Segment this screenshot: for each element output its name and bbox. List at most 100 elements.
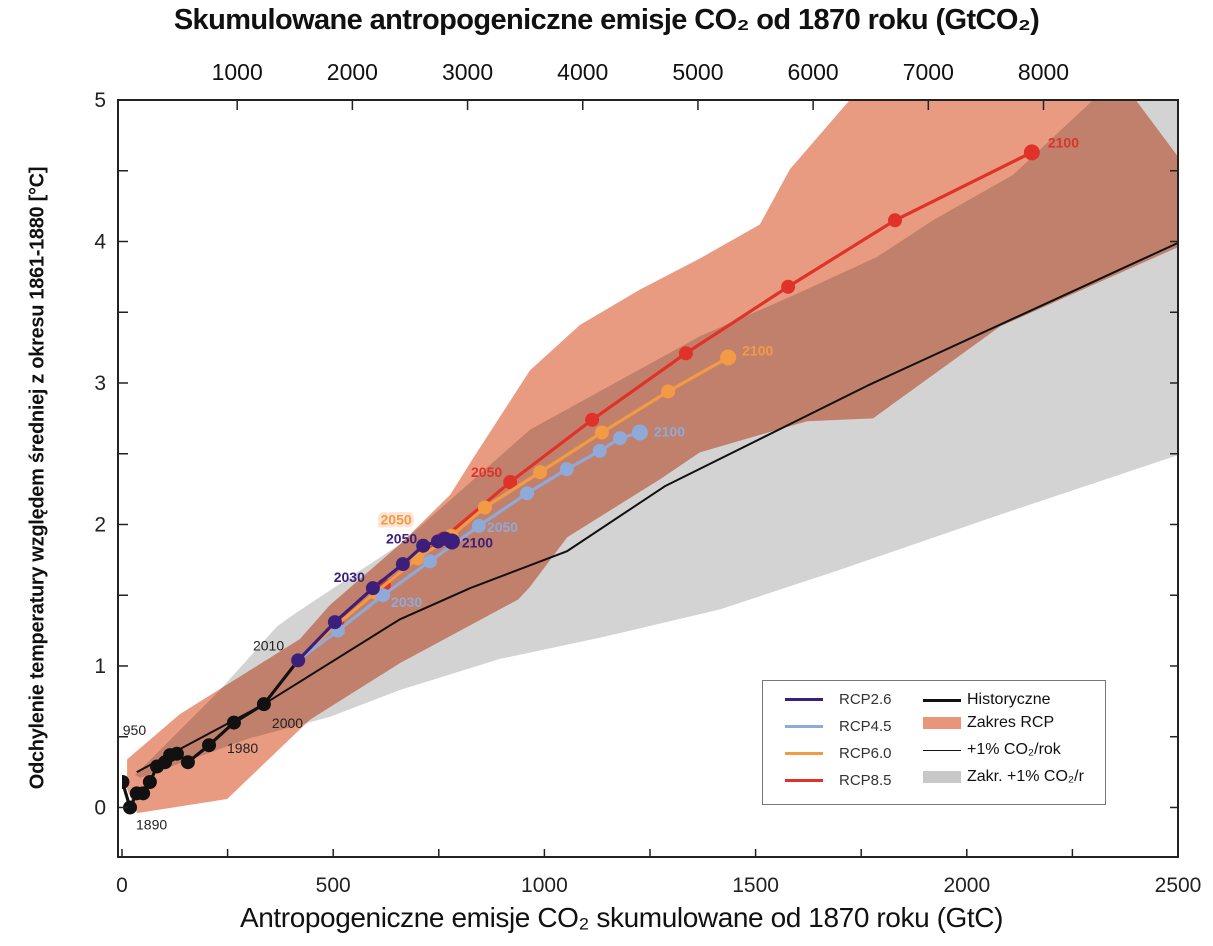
data-point-rcp8-5: [781, 279, 796, 294]
x-tick-label: 2000: [943, 874, 990, 897]
legend-label: Zakr. +1% CO₂/r: [967, 768, 1084, 785]
data-point-historyczne: [122, 775, 130, 790]
year-label: 1890: [136, 816, 167, 832]
data-point-rcp8-5: [887, 213, 902, 228]
top-tick-label: 5000: [672, 59, 723, 85]
legend-item-rcp26: RCP2.6: [785, 691, 892, 708]
year-label: 2100: [654, 424, 685, 440]
year-label: 1950: [115, 722, 146, 738]
data-point-historyczne: [169, 746, 184, 761]
year-label: 2030: [391, 594, 422, 610]
data-point-rcp4-5: [592, 443, 607, 458]
top-tick-label: 6000: [788, 59, 839, 85]
legend-item-1pct: +1% CO₂/rok: [923, 741, 1061, 759]
year-label: 1980: [227, 740, 258, 756]
legend-item-rcp60: RCP6.0: [785, 745, 892, 762]
legend-swatch: [785, 725, 823, 728]
data-point-rcp8-5: [1023, 144, 1040, 161]
data-point-rcp2-6: [416, 538, 431, 553]
top-tick-label: 4000: [557, 59, 608, 85]
data-point-rcp4-5: [631, 424, 648, 441]
data-point-rcp4-5: [520, 486, 535, 501]
data-point-historyczne: [142, 775, 157, 790]
data-point-historyczne: [123, 800, 138, 815]
top-tick-label: 8000: [1018, 59, 1069, 85]
year-label: 2000: [272, 715, 303, 731]
y-tick-label: 3: [94, 372, 106, 395]
legend-swatch: [923, 771, 961, 783]
y-tick-label: 0: [94, 796, 106, 819]
y-tick-label: 2: [94, 513, 106, 536]
series-line--1-co-rok: [136, 242, 1178, 773]
year-label: 2050: [471, 464, 502, 480]
x-tick-label: 500: [316, 874, 351, 897]
legend-label: RCP4.5: [839, 718, 892, 735]
data-point-rcp6-0: [720, 349, 737, 366]
year-label: 2050: [487, 519, 518, 535]
year-label: 2010: [253, 637, 284, 653]
data-point-rcp4-5: [613, 431, 628, 446]
legend-swatch: [923, 698, 961, 702]
year-label: 2050: [386, 531, 417, 547]
y-axis-title: Odchylenie temperatury względem średniej…: [26, 166, 49, 790]
data-point-rcp2-6: [327, 615, 342, 630]
top-axis-title: Skumulowane antropogeniczne emisje CO₂ o…: [173, 4, 1040, 36]
legend-label: RCP8.5: [839, 772, 892, 789]
legend-item-rcp-range: Zakres RCP: [923, 714, 1054, 732]
series-line-rcp4-5: [297, 430, 641, 662]
top-tick-label: 3000: [442, 59, 493, 85]
data-point-rcp2-6: [365, 581, 380, 596]
x-axis-title: Antropogeniczne emisje CO₂ skumulowane o…: [239, 902, 1004, 933]
year-label: 2100: [462, 534, 493, 550]
legend-item-1pct-range: Zakr. +1% CO₂/r: [923, 768, 1084, 786]
data-point-rcp6-0: [477, 500, 492, 515]
year-label: 2050: [381, 511, 412, 527]
legend-swatch: [923, 717, 961, 729]
year-label: 2100: [1048, 134, 1079, 150]
legend: RCP2.6 RCP4.5 RCP6.0 RCP8.5 Historyczne …: [762, 680, 1106, 805]
legend-label: Zakres RCP: [967, 714, 1055, 731]
axes-group: 0 1 2 3 4 5 0 500 1000 1500 2000 2500 1000 2000 3000 40…: [94, 59, 1201, 897]
data-point-rcp2-6: [395, 557, 410, 572]
series-group: 1890195019802000201020502100205021002030…: [115, 134, 1178, 832]
data-point-historyczne: [180, 755, 195, 770]
data-point-rcp4-5: [422, 554, 437, 569]
legend-label: Historyczne: [967, 691, 1051, 708]
data-point-rcp6-0: [533, 465, 548, 480]
y-tick-label: 1: [94, 655, 106, 678]
data-point-rcp4-5: [559, 462, 574, 477]
legend-item-rcp45: RCP4.5: [785, 718, 892, 735]
legend-swatch: [923, 749, 961, 751]
x-tick-label: 1000: [521, 874, 568, 897]
data-point-historyczne: [136, 786, 151, 801]
legend-swatch: [785, 779, 823, 782]
year-label: 2100: [742, 343, 773, 359]
plot-frame: [117, 99, 1179, 858]
year-label: 2030: [334, 569, 365, 585]
legend-label: RCP2.6: [839, 691, 892, 708]
legend-label: RCP6.0: [839, 745, 892, 762]
data-point-rcp8-5: [678, 346, 693, 361]
x-tick-label: 1500: [732, 874, 779, 897]
x-tick-label: 0: [116, 874, 128, 897]
data-point-rcp6-0: [594, 425, 609, 440]
x-tick-label: 2500: [1155, 874, 1202, 897]
legend-swatch: [785, 752, 823, 755]
y-tick-label: 5: [94, 89, 106, 112]
legend-item-historical: Historyczne: [923, 691, 1051, 709]
data-point-rcp8-5: [585, 412, 600, 427]
top-tick-label: 1000: [212, 59, 263, 85]
legend-label: +1% CO₂/rok: [967, 741, 1061, 758]
legend-swatch: [785, 698, 823, 701]
data-point-rcp6-0: [661, 384, 676, 399]
top-tick-label: 2000: [327, 59, 378, 85]
top-tick-label: 7000: [903, 59, 954, 85]
data-point-rcp8-5: [503, 475, 518, 490]
range-band-rcp: [127, 100, 1178, 814]
data-point-rcp2-6: [291, 653, 306, 668]
data-point-historyczne: [202, 738, 217, 753]
data-point-rcp4-5: [376, 588, 391, 603]
data-point-rcp4-5: [471, 518, 486, 533]
legend-item-rcp85: RCP8.5: [785, 772, 892, 789]
